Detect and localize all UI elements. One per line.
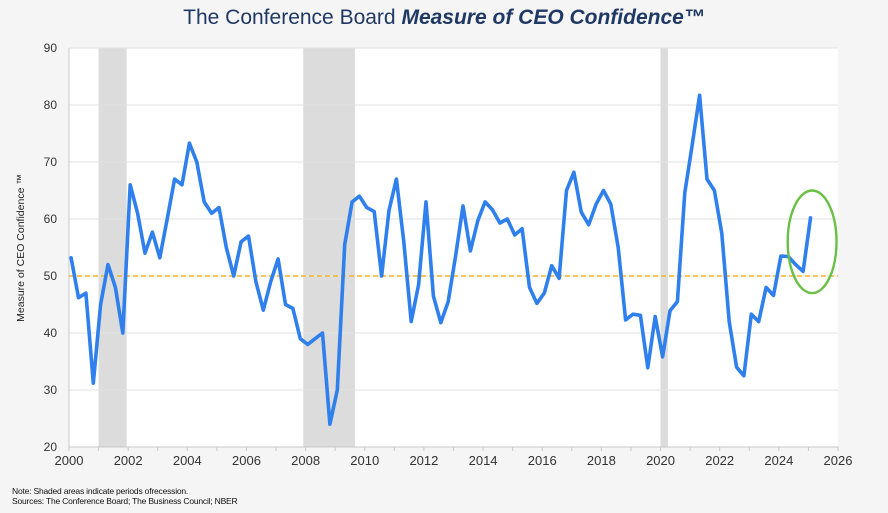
- x-tick-label: 2014: [469, 453, 498, 468]
- x-tick-label: 2026: [824, 453, 853, 468]
- note-recession: Note: Shaded areas indicate periods ofre…: [12, 486, 189, 496]
- y-tick-label: 20: [44, 440, 58, 454]
- note-sources: Sources: The Conference Board; The Busin…: [12, 496, 238, 506]
- plot-area: [69, 48, 838, 447]
- highlight-annotation: [786, 189, 838, 295]
- recession-band: [660, 48, 668, 447]
- y-tick-label: 40: [44, 326, 58, 340]
- series-ceo-confidence: [69, 93, 813, 427]
- x-tick-label: 2022: [705, 453, 734, 468]
- x-tick-label: 2000: [55, 453, 84, 468]
- x-tick-labels: 2000 2002 2004 2006 2008 2010 2012 2014 2016 2018…: [55, 453, 853, 468]
- x-tick-label: 2004: [173, 453, 202, 468]
- y-tick-label: 80: [44, 98, 58, 112]
- x-tick-label: 2018: [587, 453, 616, 468]
- x-tick-label: 2012: [409, 453, 438, 468]
- y-axis-label: Measure of CEO Confidence ™: [15, 174, 27, 322]
- recession-shading: [69, 48, 838, 447]
- chart-title: The Conference Board Measure of CEO Conf…: [0, 6, 888, 30]
- x-tick-label: 2010: [350, 453, 379, 468]
- x-tick-label: 2016: [528, 453, 557, 468]
- title-prefix: The Conference Board: [183, 6, 396, 29]
- x-tick-label: 2024: [764, 453, 793, 468]
- y-tick-label: 70: [44, 155, 58, 169]
- recession-band: [98, 48, 127, 447]
- series-line: [69, 93, 813, 427]
- title-emphasis: Measure of CEO Confidence™: [401, 6, 705, 29]
- x-tick-label: 2006: [232, 453, 261, 468]
- y-tick-label: 50: [44, 269, 58, 283]
- y-tick-label: 60: [44, 212, 58, 226]
- axes: [68, 48, 839, 451]
- recession-band: [303, 48, 356, 447]
- x-tick-label: 2008: [291, 453, 320, 468]
- x-tick-label: 2020: [646, 453, 675, 468]
- x-tick-label: 2002: [114, 453, 143, 468]
- y-tick-label: 90: [44, 41, 58, 55]
- y-tick-label: 30: [44, 383, 58, 397]
- highlight-ellipse: [786, 189, 838, 295]
- y-tick-labels: 20 30 40 50 60 70 80 90: [44, 41, 58, 454]
